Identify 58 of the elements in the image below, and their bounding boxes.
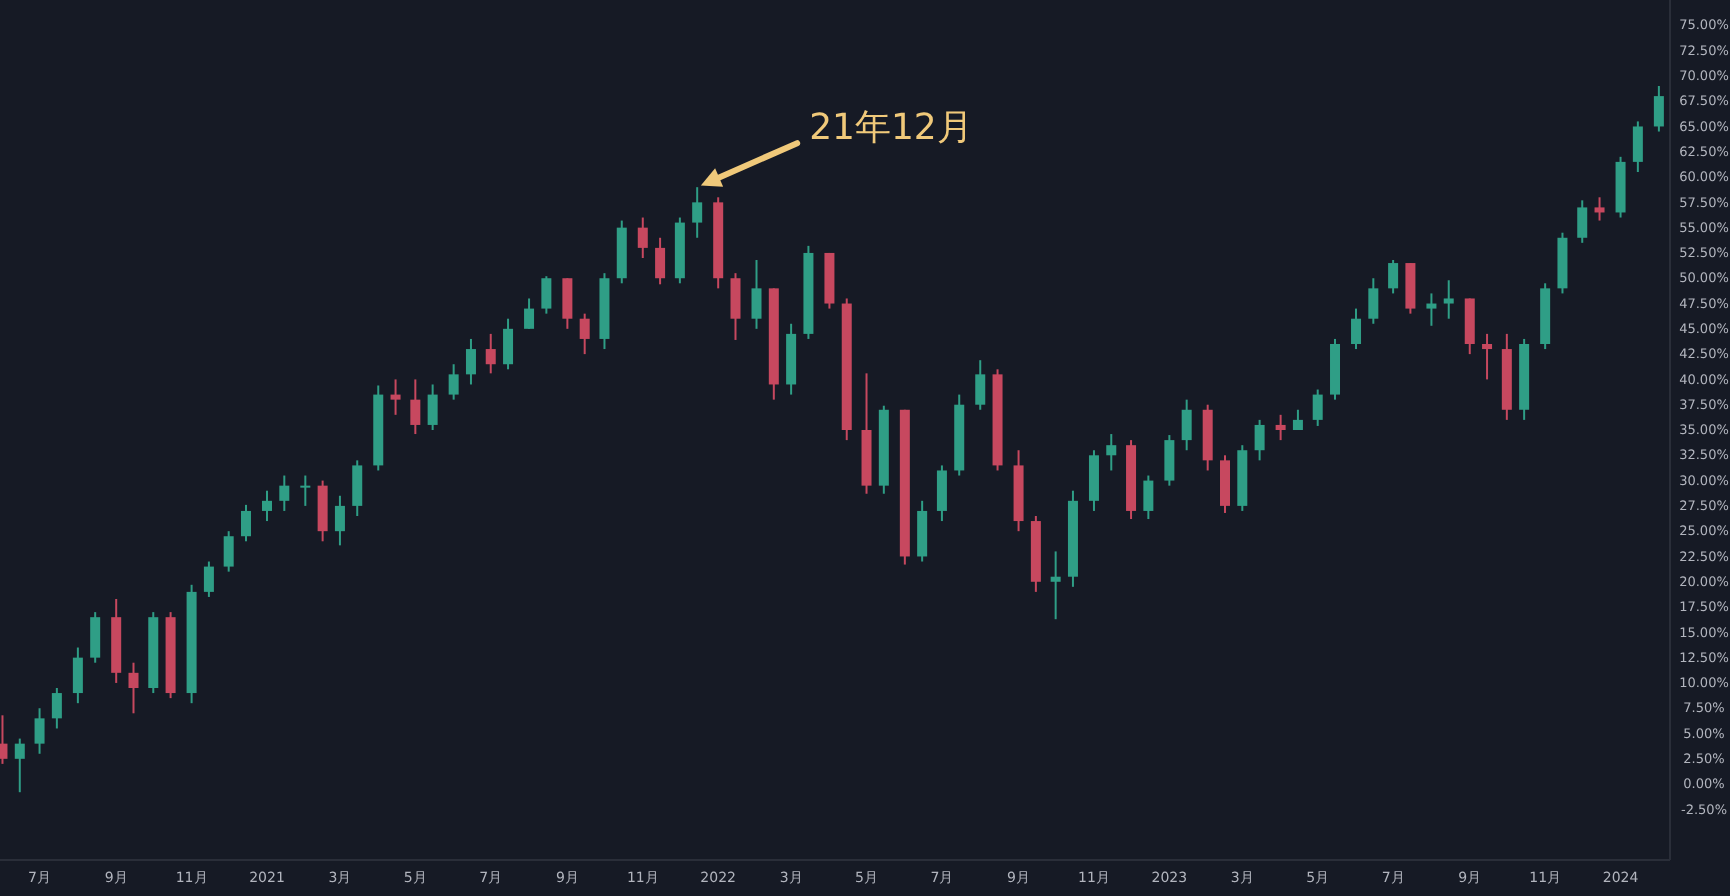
candlestick [72, 646, 83, 705]
candlestick [427, 383, 438, 431]
candlestick [1388, 259, 1399, 295]
candlestick [1181, 398, 1192, 452]
candlestick [1088, 449, 1099, 512]
candlestick [1632, 120, 1643, 173]
candlestick [637, 216, 648, 259]
candlestick [223, 530, 234, 573]
candlestick [1275, 413, 1286, 442]
candlestick [692, 186, 703, 239]
candlestick [300, 474, 311, 507]
candlestick [1143, 474, 1154, 521]
candlestick [1220, 454, 1230, 514]
candlestick [655, 236, 666, 286]
candlestick [334, 494, 345, 547]
candlestick [1443, 279, 1454, 320]
candlestick [730, 272, 741, 341]
candlestick [128, 661, 139, 715]
candlestick [90, 611, 101, 664]
candlestick [317, 479, 328, 543]
candlestick [465, 337, 476, 386]
candlestick [936, 464, 947, 523]
candlestick [524, 297, 535, 330]
candlestick [410, 378, 421, 436]
annotation: 21年12月 [809, 107, 973, 150]
candlestick [262, 489, 272, 523]
candlestick [390, 378, 401, 416]
candlestick [203, 560, 214, 598]
candlestick [352, 459, 363, 517]
candlestick [1577, 199, 1588, 244]
candlestick [448, 363, 459, 401]
candlestick [14, 737, 25, 794]
candlestick [1050, 550, 1061, 621]
candlestick [1312, 388, 1323, 427]
candlestick [1426, 292, 1437, 327]
candlestick [579, 312, 590, 356]
candlestick [975, 359, 986, 411]
candlestick [751, 259, 762, 330]
candlestick [51, 687, 62, 730]
candlestick [1164, 434, 1175, 487]
candlestick [1254, 418, 1265, 462]
candlestick [1368, 277, 1379, 325]
candlestick [1482, 332, 1493, 381]
candlestick [1106, 433, 1117, 472]
candlestick [917, 499, 928, 563]
candlestick [1594, 196, 1605, 222]
candlestick [541, 275, 552, 315]
candlestick [1653, 85, 1664, 133]
candlestick [1351, 307, 1362, 351]
candlestick [240, 503, 251, 543]
candlestick [0, 714, 8, 765]
candlestick [1464, 297, 1475, 356]
candlestick [485, 332, 496, 375]
candlestick [562, 277, 573, 330]
candlestick [1405, 262, 1416, 315]
candlestick [279, 474, 290, 512]
candlestick [503, 317, 514, 371]
candlestick [34, 707, 45, 755]
